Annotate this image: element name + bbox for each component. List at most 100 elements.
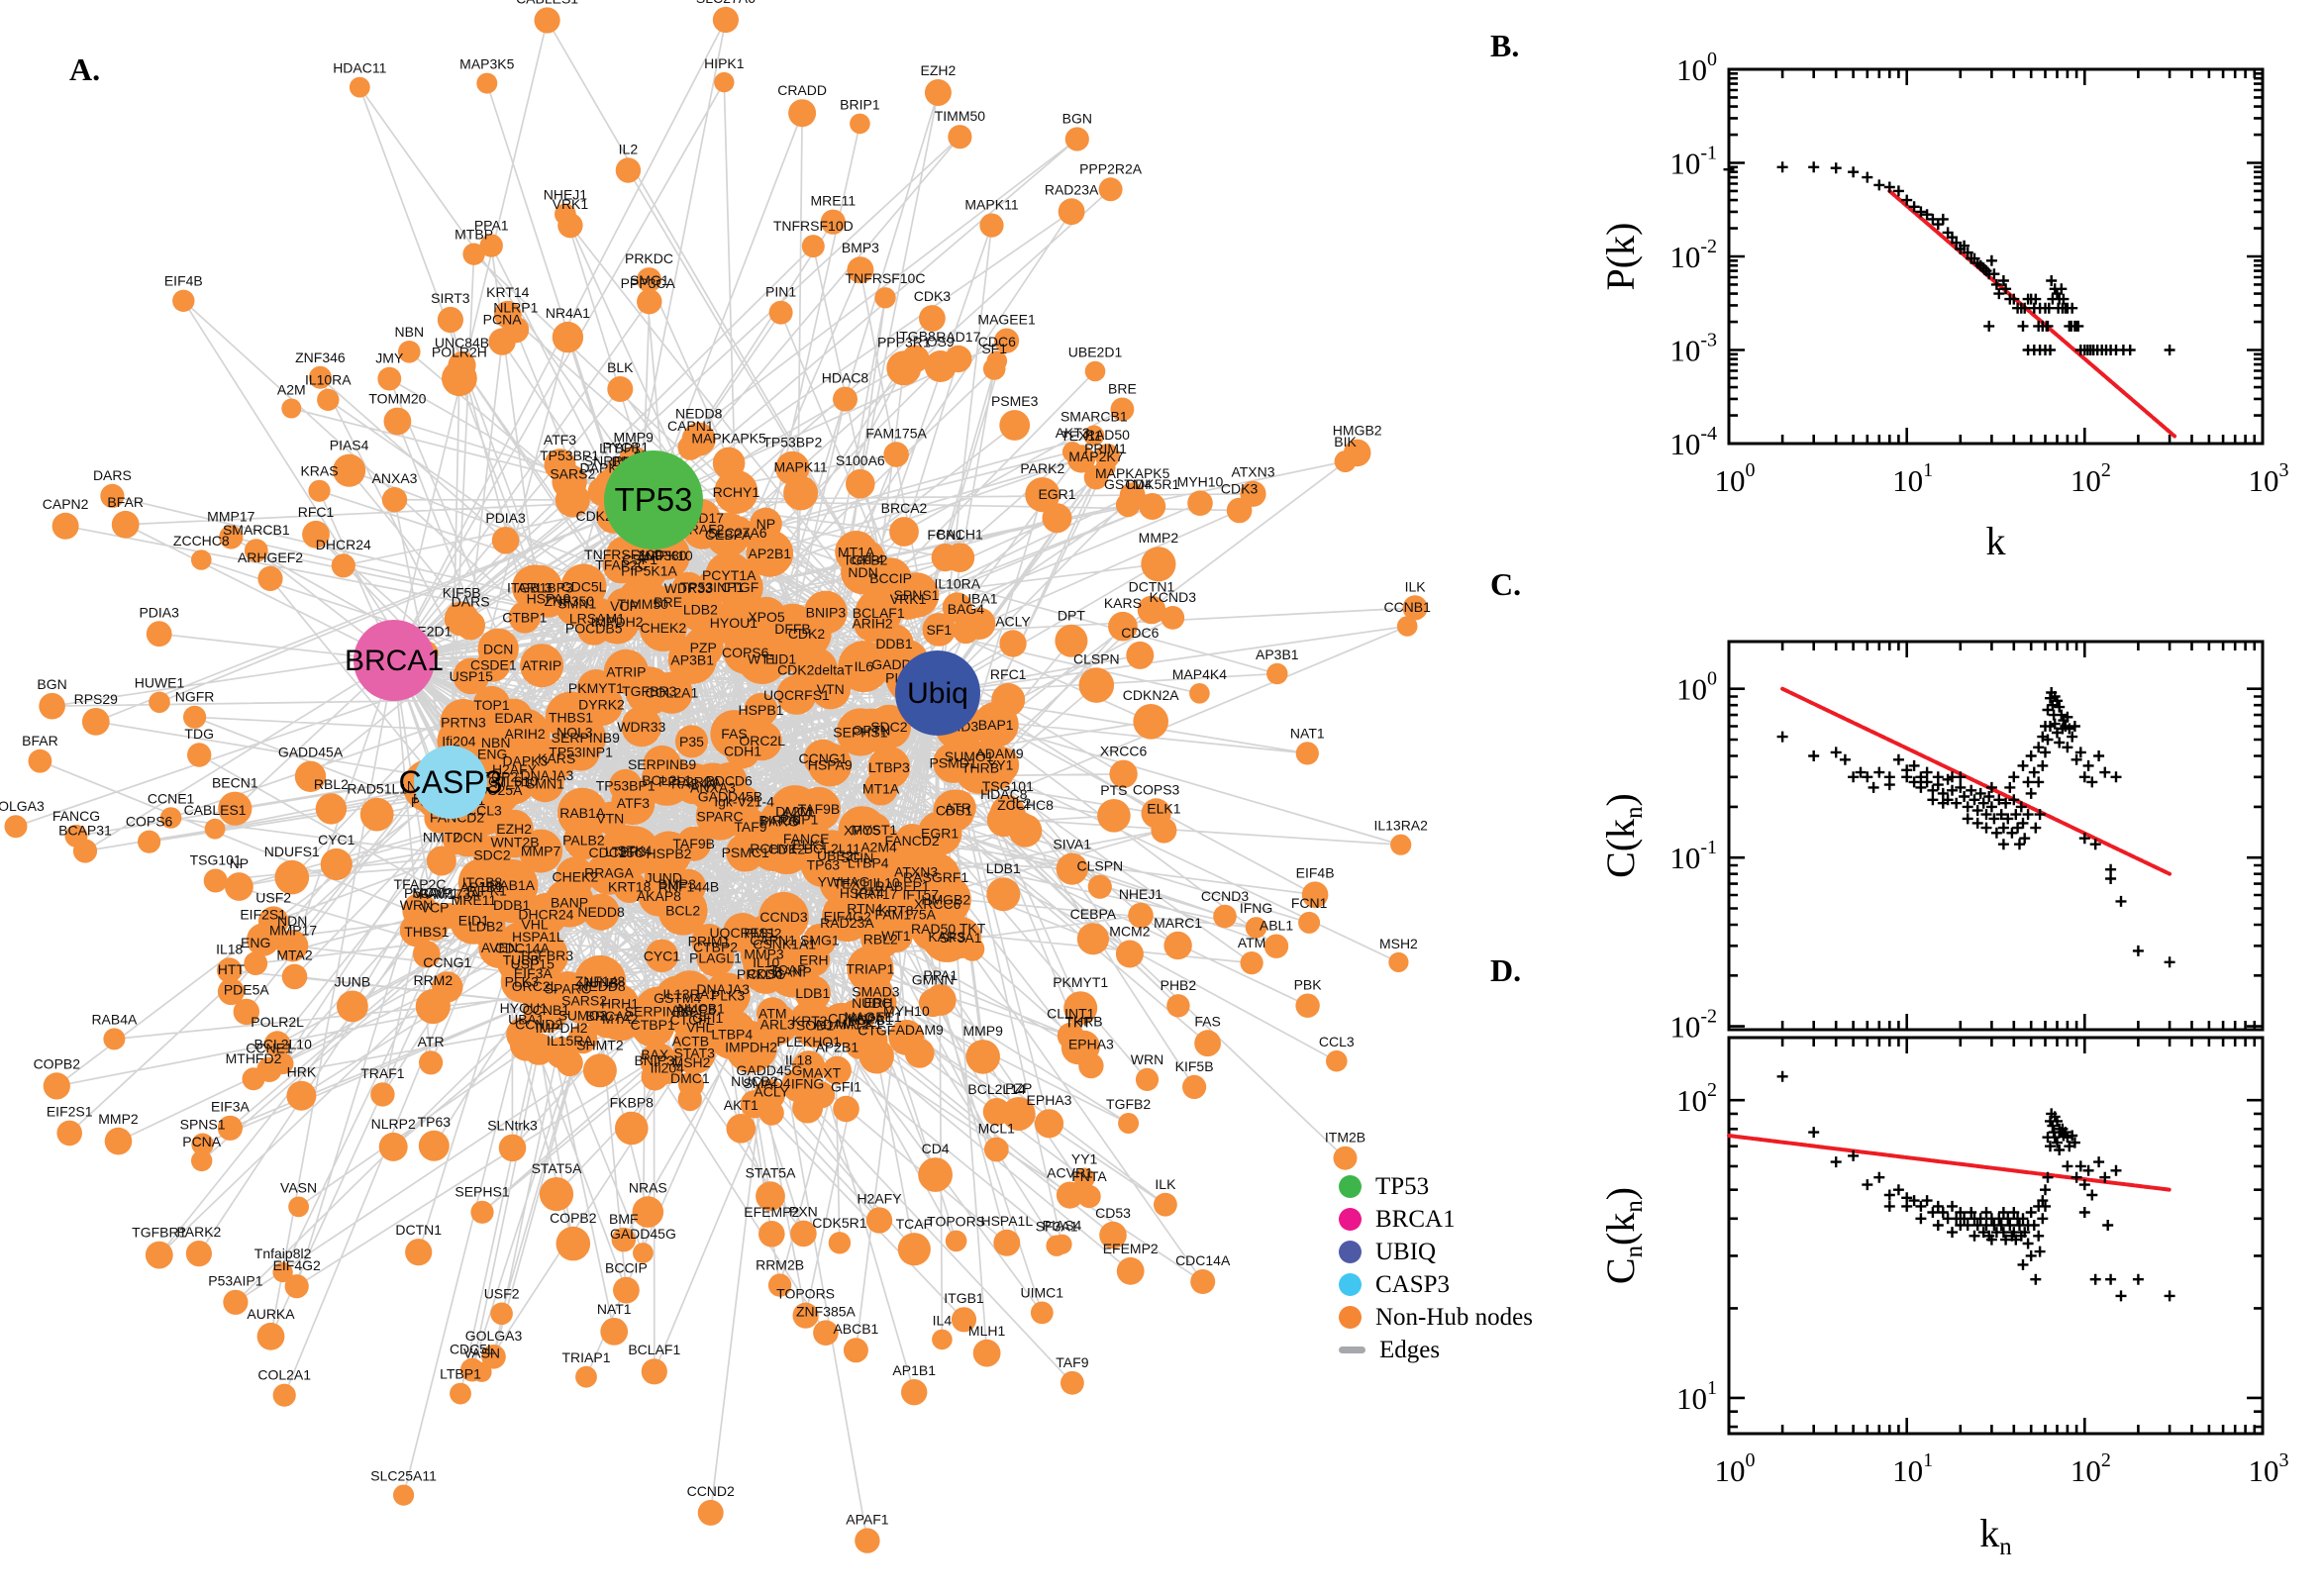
network-node-label: MAXT (802, 1064, 841, 1080)
network-node (1061, 442, 1083, 462)
network-node-label: NOL3 (556, 724, 593, 740)
network-node (1056, 852, 1088, 885)
network-node-label: Tnfaip8l2 (254, 1246, 312, 1261)
network-node (833, 386, 858, 412)
network-node (602, 546, 641, 584)
network-node-label: TGFBR3 (622, 683, 676, 699)
legend-label: Edges (1379, 1336, 1441, 1363)
network-node-label: GADD45G (610, 1226, 676, 1242)
network-node (172, 289, 195, 312)
network-node-label: HDAC8 (980, 786, 1028, 802)
network-node-label: STAT5A (532, 1160, 582, 1176)
network-node (1056, 1181, 1084, 1209)
axis-tick-label: 102 (1676, 1079, 1717, 1118)
network-node-label: ACLY (754, 1084, 789, 1100)
network-node-label: TP53INP1 (680, 579, 745, 595)
network-node-label: TNFRSF10D (584, 547, 664, 562)
network-node (1166, 994, 1190, 1018)
network-node (897, 1233, 931, 1266)
fit-line (1780, 686, 2172, 876)
network-node-label: TKT (1064, 1014, 1091, 1030)
network-node-label: EIF4G2 (273, 1257, 321, 1273)
network-node-label: CDK2deltaT (777, 661, 854, 677)
network-node (217, 1115, 243, 1141)
network-node-label: EFEMP2 (744, 1204, 799, 1220)
network-node (263, 1031, 291, 1058)
network-node-label: CD53 (1095, 1205, 1131, 1221)
network-node (217, 957, 243, 983)
network-node-label: HSPB1 (739, 702, 784, 718)
network-node-label: ILK (1155, 1176, 1176, 1192)
network-node-label: CAPN1 (667, 418, 714, 434)
network-node-label: UBA1 (961, 591, 998, 607)
network-node-label: VTN (596, 810, 624, 826)
network-node (1008, 814, 1043, 848)
network-node-label: CDC14A (495, 941, 551, 956)
network-node (308, 479, 331, 502)
network-node (1139, 493, 1166, 520)
network-node-label: COPB2 (550, 1210, 597, 1226)
network-node-label: VHL (686, 1020, 713, 1036)
network-node (488, 328, 516, 355)
network-node-label: P53AIP1 (404, 885, 458, 901)
network-node-label: SF1 (981, 341, 1007, 356)
network-node-label: AP1B1 (460, 879, 504, 895)
network-node-label: CDS1 (748, 965, 785, 981)
network-node-label: KRAS (300, 463, 338, 479)
network-node-label: IFNG (1240, 900, 1272, 916)
network-node (556, 1226, 591, 1261)
network-node (1163, 931, 1192, 960)
network-node (858, 1028, 883, 1054)
axis-tick-label: 10-2 (1669, 1006, 1717, 1045)
network-node-label: MAP2K7 (1068, 449, 1123, 464)
network-node-label: RRM2 (413, 972, 453, 988)
network-node-label: SF1 (926, 622, 952, 638)
hub-label-tp53: TP53 (615, 481, 693, 518)
network-node-label: CCND2 (687, 1483, 735, 1499)
network-node-label: IL4 (933, 1313, 953, 1329)
network-node-label: NUCB1 (677, 1000, 725, 1016)
network-node-label: VASN (280, 1180, 317, 1196)
network-node-label: Ifi204 (442, 733, 475, 748)
network-node (563, 820, 604, 860)
network-node-label: ITM2B (1325, 1130, 1365, 1146)
network-node-label: ATF3 (544, 432, 576, 448)
network-node-label: PRIM1 (688, 934, 731, 949)
network-node (603, 648, 650, 695)
network-node (1073, 1167, 1095, 1189)
network-node-label: XPO5 (748, 609, 785, 625)
network-node-label: CCND3 (1201, 888, 1249, 904)
network-node-label: BCCIP (605, 1260, 648, 1276)
network-node-label: COPS6 (126, 814, 173, 830)
network-node-label: PSMD1 (929, 755, 976, 771)
network-node-label: SARS2 (550, 465, 595, 481)
network-node (607, 376, 634, 402)
network-node-label: CCNG1 (798, 750, 847, 766)
network-node (191, 549, 212, 570)
network-node-label: CT_610 (488, 773, 538, 789)
network-node-label: MAGEE1 (977, 312, 1036, 328)
network-node-label: KRT18 (608, 878, 652, 894)
network-node (159, 807, 182, 829)
network-node-label: BCCIP (869, 570, 912, 586)
network-node-label: MMP9 (962, 1023, 1003, 1039)
network-node-label: TP53BP1 (540, 448, 599, 463)
network-node (1078, 667, 1115, 703)
plot-frame (1727, 1036, 2265, 1436)
network-node-label: ABCB1 (833, 1321, 878, 1337)
network-node-label: TNFRSF10C (846, 270, 926, 286)
network-node-label: AKT3 (1056, 425, 1090, 441)
network-node-label: YY1 (987, 757, 1014, 773)
network-node (1154, 1192, 1177, 1217)
network-node-label: PDIA3 (139, 604, 179, 620)
network-node (847, 256, 874, 284)
network-node (1055, 624, 1088, 657)
network-node-label: PPP3R1 (877, 334, 931, 349)
network-node (932, 1329, 953, 1350)
network-node-label: P35 (679, 734, 704, 749)
y-axis-label: C(kn) (1598, 793, 1648, 878)
network-node-label: KARS (928, 929, 965, 945)
network-node-label: MT1A (838, 545, 875, 560)
network-node (294, 760, 327, 792)
network-node-label: SPARC (545, 981, 591, 997)
